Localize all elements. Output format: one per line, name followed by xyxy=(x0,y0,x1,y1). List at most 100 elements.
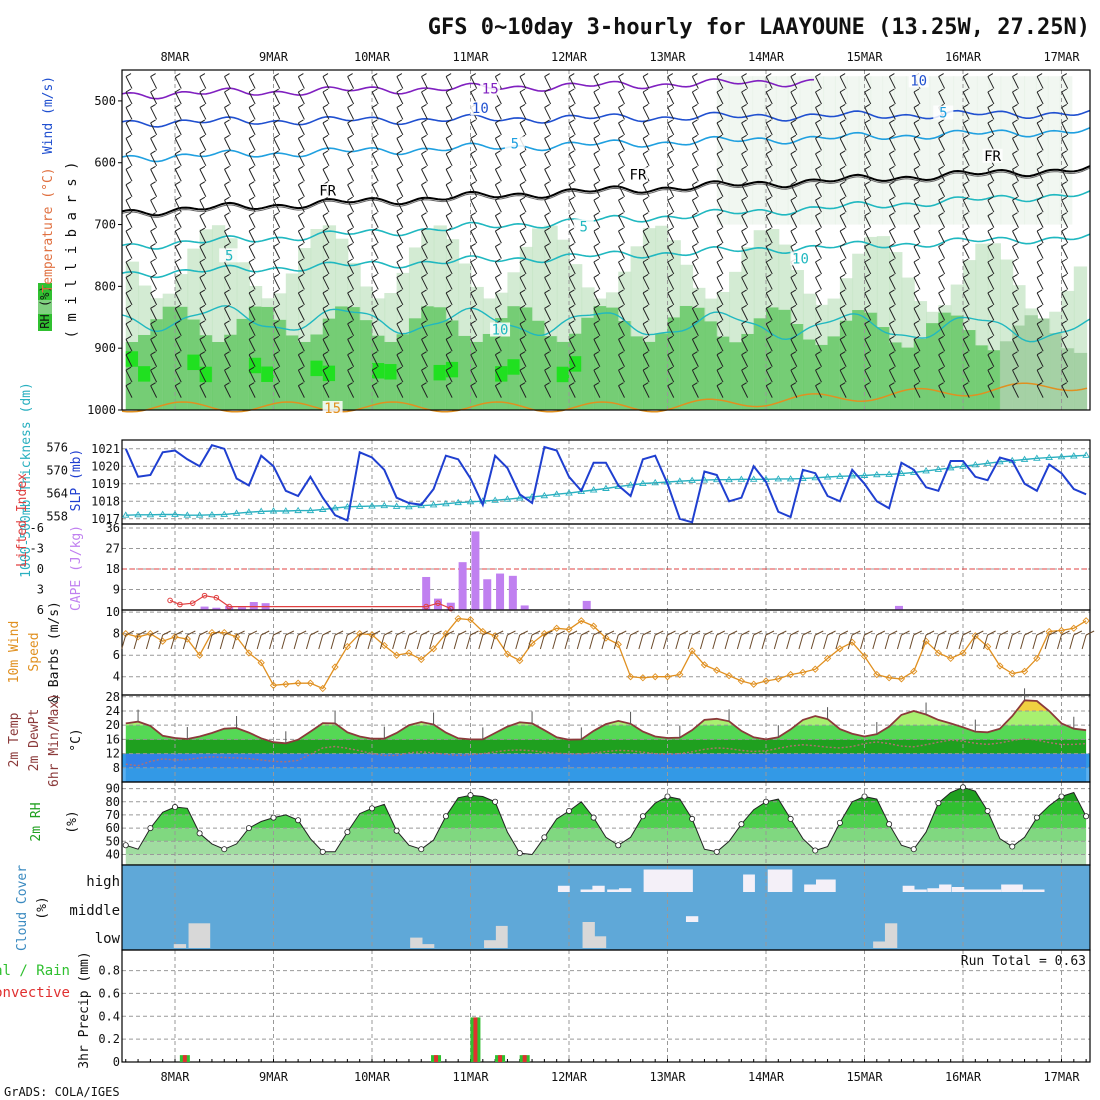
top-date-label: 15MAR xyxy=(846,50,883,64)
wind-barb xyxy=(519,230,527,244)
contour-label-bg xyxy=(1095,371,1100,386)
wind-barb xyxy=(519,212,526,217)
wind-barb xyxy=(987,184,995,197)
wind-barb xyxy=(1061,385,1069,398)
thickness-marker xyxy=(121,511,130,518)
wind-barb xyxy=(642,76,650,89)
wind-barb xyxy=(593,354,601,367)
thickness-tick-label: 576 xyxy=(46,441,68,455)
wind-barb xyxy=(125,320,132,325)
wind-barb xyxy=(716,196,723,201)
thickness-marker xyxy=(1082,451,1090,458)
wind-barb xyxy=(987,385,995,398)
wind-barb xyxy=(150,181,156,186)
wind-barb xyxy=(618,165,624,170)
wind-barb xyxy=(396,76,404,89)
wind-barb xyxy=(593,274,600,278)
wind-barb xyxy=(839,104,846,108)
wind-barb xyxy=(396,73,403,77)
wind-barb xyxy=(421,351,427,356)
wind-barb xyxy=(626,634,632,650)
rh-band xyxy=(618,321,632,410)
wind-barb xyxy=(1061,243,1068,247)
wind-barb xyxy=(938,76,946,89)
wind-barb xyxy=(297,91,305,105)
rh-band xyxy=(199,366,213,383)
wind-barb xyxy=(298,227,304,232)
wind-barb xyxy=(125,119,132,124)
wind-barb xyxy=(618,246,625,259)
wind-barb xyxy=(322,385,330,398)
wind-barb xyxy=(593,320,600,325)
wind-barb xyxy=(773,634,779,650)
wind-speed-marker xyxy=(257,659,265,667)
wind-barb xyxy=(150,354,158,367)
wind-barb xyxy=(248,119,255,124)
wind-barb xyxy=(864,91,872,105)
wind-barb xyxy=(790,73,797,77)
wind-barb xyxy=(962,230,970,244)
wind-barb xyxy=(347,323,355,337)
wind-barb xyxy=(125,630,134,636)
wind-barb xyxy=(482,630,492,636)
wind-barb xyxy=(544,165,550,170)
wind-barb xyxy=(593,261,601,275)
wind-barb xyxy=(839,369,847,383)
wind-barb xyxy=(199,230,207,244)
wind-barb xyxy=(815,181,821,186)
contour-label: 5 xyxy=(225,248,233,264)
wind-barb xyxy=(741,351,747,356)
wind-barb xyxy=(495,181,501,186)
wind-barb xyxy=(470,227,477,232)
wind-barb xyxy=(1036,184,1044,197)
wind-barb xyxy=(544,184,552,197)
wind-barb xyxy=(864,138,872,151)
wind-barb xyxy=(470,274,477,278)
wind-barb xyxy=(654,630,664,636)
wind-barb xyxy=(667,258,674,263)
wind-barb xyxy=(298,212,304,217)
temp-tick-label: 12 xyxy=(106,747,120,761)
wind-barb xyxy=(544,335,550,340)
wind-barb xyxy=(618,351,624,356)
wind-speed-marker xyxy=(417,655,425,664)
wind-barb xyxy=(864,292,872,306)
thickness-marker xyxy=(171,510,179,517)
wind-barb xyxy=(273,199,281,213)
wind-barb xyxy=(839,366,846,371)
wind-barb xyxy=(667,199,675,213)
thickness-marker xyxy=(934,465,943,472)
wind-barb xyxy=(322,382,329,387)
wind-barb xyxy=(125,289,132,294)
wind-barb xyxy=(872,634,878,650)
wind-barb xyxy=(445,119,452,124)
bottom-date-label: 9MAR xyxy=(259,1070,289,1084)
wind-barb xyxy=(889,335,895,340)
wind-barb xyxy=(224,354,231,367)
wind-barb xyxy=(1036,212,1043,217)
wind-barb xyxy=(1020,634,1026,650)
wind-barb xyxy=(1012,184,1019,197)
temperature-band xyxy=(125,725,1087,740)
wind-barb xyxy=(470,354,478,367)
wind-barb xyxy=(347,261,355,275)
wind-barb xyxy=(790,274,797,278)
thickness-marker xyxy=(503,495,512,502)
thickness-marker xyxy=(1057,452,1066,460)
wind-barb xyxy=(297,230,305,244)
wind-barb xyxy=(839,274,846,278)
wind-barb xyxy=(125,304,132,309)
wind-barb xyxy=(765,138,773,151)
wind-barb xyxy=(347,369,355,383)
rh-marker xyxy=(960,784,967,791)
wind-barb xyxy=(815,246,822,259)
wind-barb xyxy=(297,339,305,352)
contour-label-bg xyxy=(504,136,525,151)
wind-barb xyxy=(987,199,995,213)
wind-barb xyxy=(1036,107,1044,120)
wind-barb xyxy=(495,304,501,309)
wind-barb xyxy=(199,215,207,228)
cape-bar xyxy=(520,605,529,610)
wind-barb xyxy=(544,292,552,306)
cloud-high-bar xyxy=(914,889,927,892)
